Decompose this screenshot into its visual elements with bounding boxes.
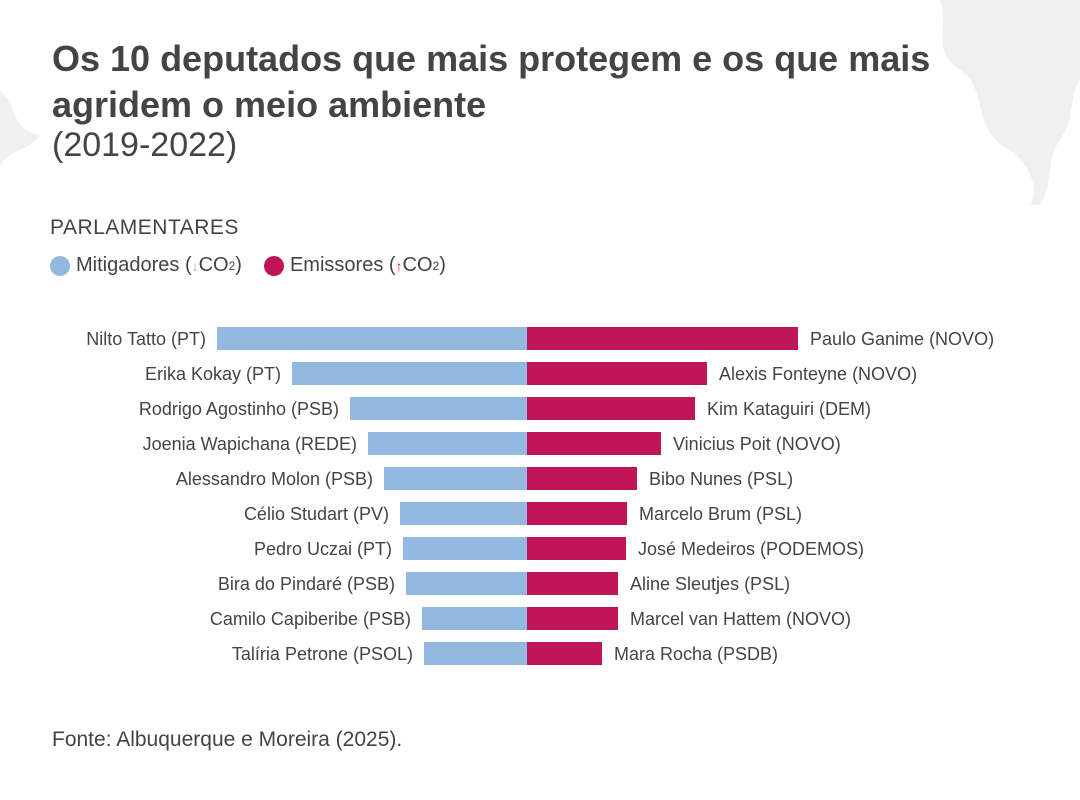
bar-label: Aline Sleutjes (PSL) — [630, 574, 791, 594]
legend-item-emissores: Emissores (↑ CO 2) — [263, 254, 446, 277]
bar-label: Bira do Pindaré (PSB) — [217, 574, 395, 594]
bar-mitigadores — [384, 467, 527, 490]
bar-mitigadores — [422, 607, 527, 630]
legend-label: Emissores — [289, 254, 384, 276]
bar-label: Mara Rocha (PSDB) — [614, 644, 779, 664]
bar-emissores — [527, 607, 618, 630]
bar-emissores — [527, 362, 707, 385]
bar-label: Joenia Wapichana (REDE) — [142, 434, 357, 454]
bar-mitigadores — [350, 397, 527, 420]
bar-label: Alessandro Molon (PSB) — [175, 469, 373, 489]
arrow-down-icon: ↓ — [191, 257, 199, 274]
co2-sup: 2 — [432, 258, 440, 273]
bar-emissores — [527, 572, 618, 595]
bar-label: Bibo Nunes (PSL) — [649, 469, 794, 489]
bar-label: Vinicius Poit (NOVO) — [673, 434, 841, 454]
bar-label: Pedro Uczai (PT) — [253, 539, 392, 559]
bar-mitigadores — [368, 432, 527, 455]
bar-label: Alexis Fonteyne (NOVO) — [719, 364, 918, 384]
arrow-up-icon: ↑ — [395, 257, 403, 274]
legend-label: Mitigadores — [76, 254, 180, 276]
chart-title: Os 10 deputados que mais protegem e os q… — [52, 38, 931, 125]
bar-mitigadores — [424, 642, 527, 665]
co2-sup: 2 — [228, 258, 236, 273]
bar-emissores — [527, 397, 695, 420]
bar-label: Nilto Tatto (PT) — [86, 329, 206, 349]
bar-label: Marcel van Hattem (NOVO) — [630, 609, 852, 629]
bar-mitigadores — [217, 327, 527, 350]
map-decoration — [940, 0, 1080, 205]
bar-label: Kim Kataguiri (DEM) — [707, 399, 872, 419]
bar-emissores — [527, 467, 637, 490]
bar-emissores — [527, 432, 661, 455]
legend: Mitigadores (↓ CO 2) Emissores (↑ CO 2) — [50, 254, 460, 277]
map-decoration-left — [0, 90, 40, 165]
bar-emissores — [527, 327, 798, 350]
bar-label: Rodrigo Agostinho (PSB) — [138, 399, 339, 419]
bar-mitigadores — [403, 537, 527, 560]
source-note: Fonte: Albuquerque e Moreira (2025). — [52, 728, 403, 751]
bar-mitigadores — [292, 362, 527, 385]
bar-label: Célio Studart (PV) — [243, 504, 389, 524]
co2-label: CO — [198, 254, 229, 276]
bar-label: José Medeiros (PODEMOS) — [638, 539, 865, 559]
bar-emissores — [527, 502, 627, 525]
bar-emissores — [527, 537, 626, 560]
bar-label: Erika Kokay (PT) — [144, 364, 281, 384]
legend-item-mitigadores: Mitigadores (↓ CO 2) — [50, 254, 242, 277]
legend-dot-emissores — [263, 255, 284, 276]
bar-label: Marcelo Brum (PSL) — [639, 504, 803, 524]
bar-label: Camilo Capiberibe (PSB) — [209, 609, 411, 629]
chart-subtitle: (2019-2022) — [52, 126, 238, 164]
bar-mitigadores — [406, 572, 527, 595]
legend-heading: PARLAMENTARES — [50, 216, 239, 239]
bar-label: Paulo Ganime (NOVO) — [810, 329, 995, 349]
bar-emissores — [527, 642, 602, 665]
legend-dot-mitigadores — [50, 255, 70, 276]
co2-label: CO — [402, 254, 433, 276]
bar-label: Talíria Petrone (PSOL) — [231, 644, 413, 664]
bar-mitigadores — [400, 502, 527, 525]
